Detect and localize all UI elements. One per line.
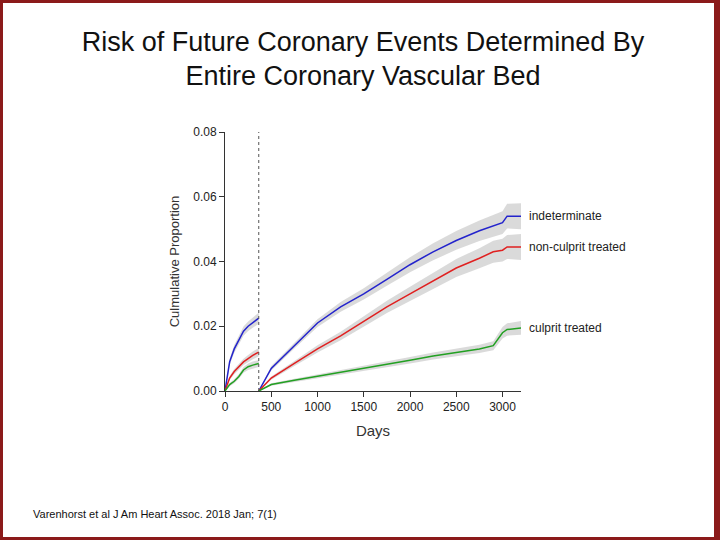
svg-text:0: 0 (222, 400, 229, 414)
svg-text:2000: 2000 (397, 400, 424, 414)
svg-text:Days: Days (356, 422, 390, 439)
svg-text:500: 500 (261, 400, 281, 414)
svg-text:2500: 2500 (443, 400, 470, 414)
html-text:Risk of Future Coronary Events: Risk of Future Coronary Events Determine… (81, 27, 645, 91)
svg-text:non-culprit treated: non-culprit treated (529, 240, 626, 254)
svg-text:0.04: 0.04 (193, 255, 217, 269)
svg-text:3000: 3000 (489, 400, 516, 414)
html-text:Varenhorst et al J Am Heart As: Varenhorst et al J Am Heart Assoc. 2018 … (33, 508, 277, 520)
svg-text:0.08: 0.08 (193, 125, 217, 139)
svg-text:0.00: 0.00 (193, 384, 217, 398)
svg-text:1000: 1000 (304, 400, 331, 414)
svg-text:culprit treated: culprit treated (529, 321, 602, 335)
svg-text:indeterminate: indeterminate (529, 209, 602, 223)
svg-text:0.06: 0.06 (193, 190, 217, 204)
svg-text:0.02: 0.02 (193, 319, 217, 333)
svg-text:Culmulative Proportion: Culmulative Proportion (167, 196, 182, 328)
svg-text:1500: 1500 (350, 400, 377, 414)
